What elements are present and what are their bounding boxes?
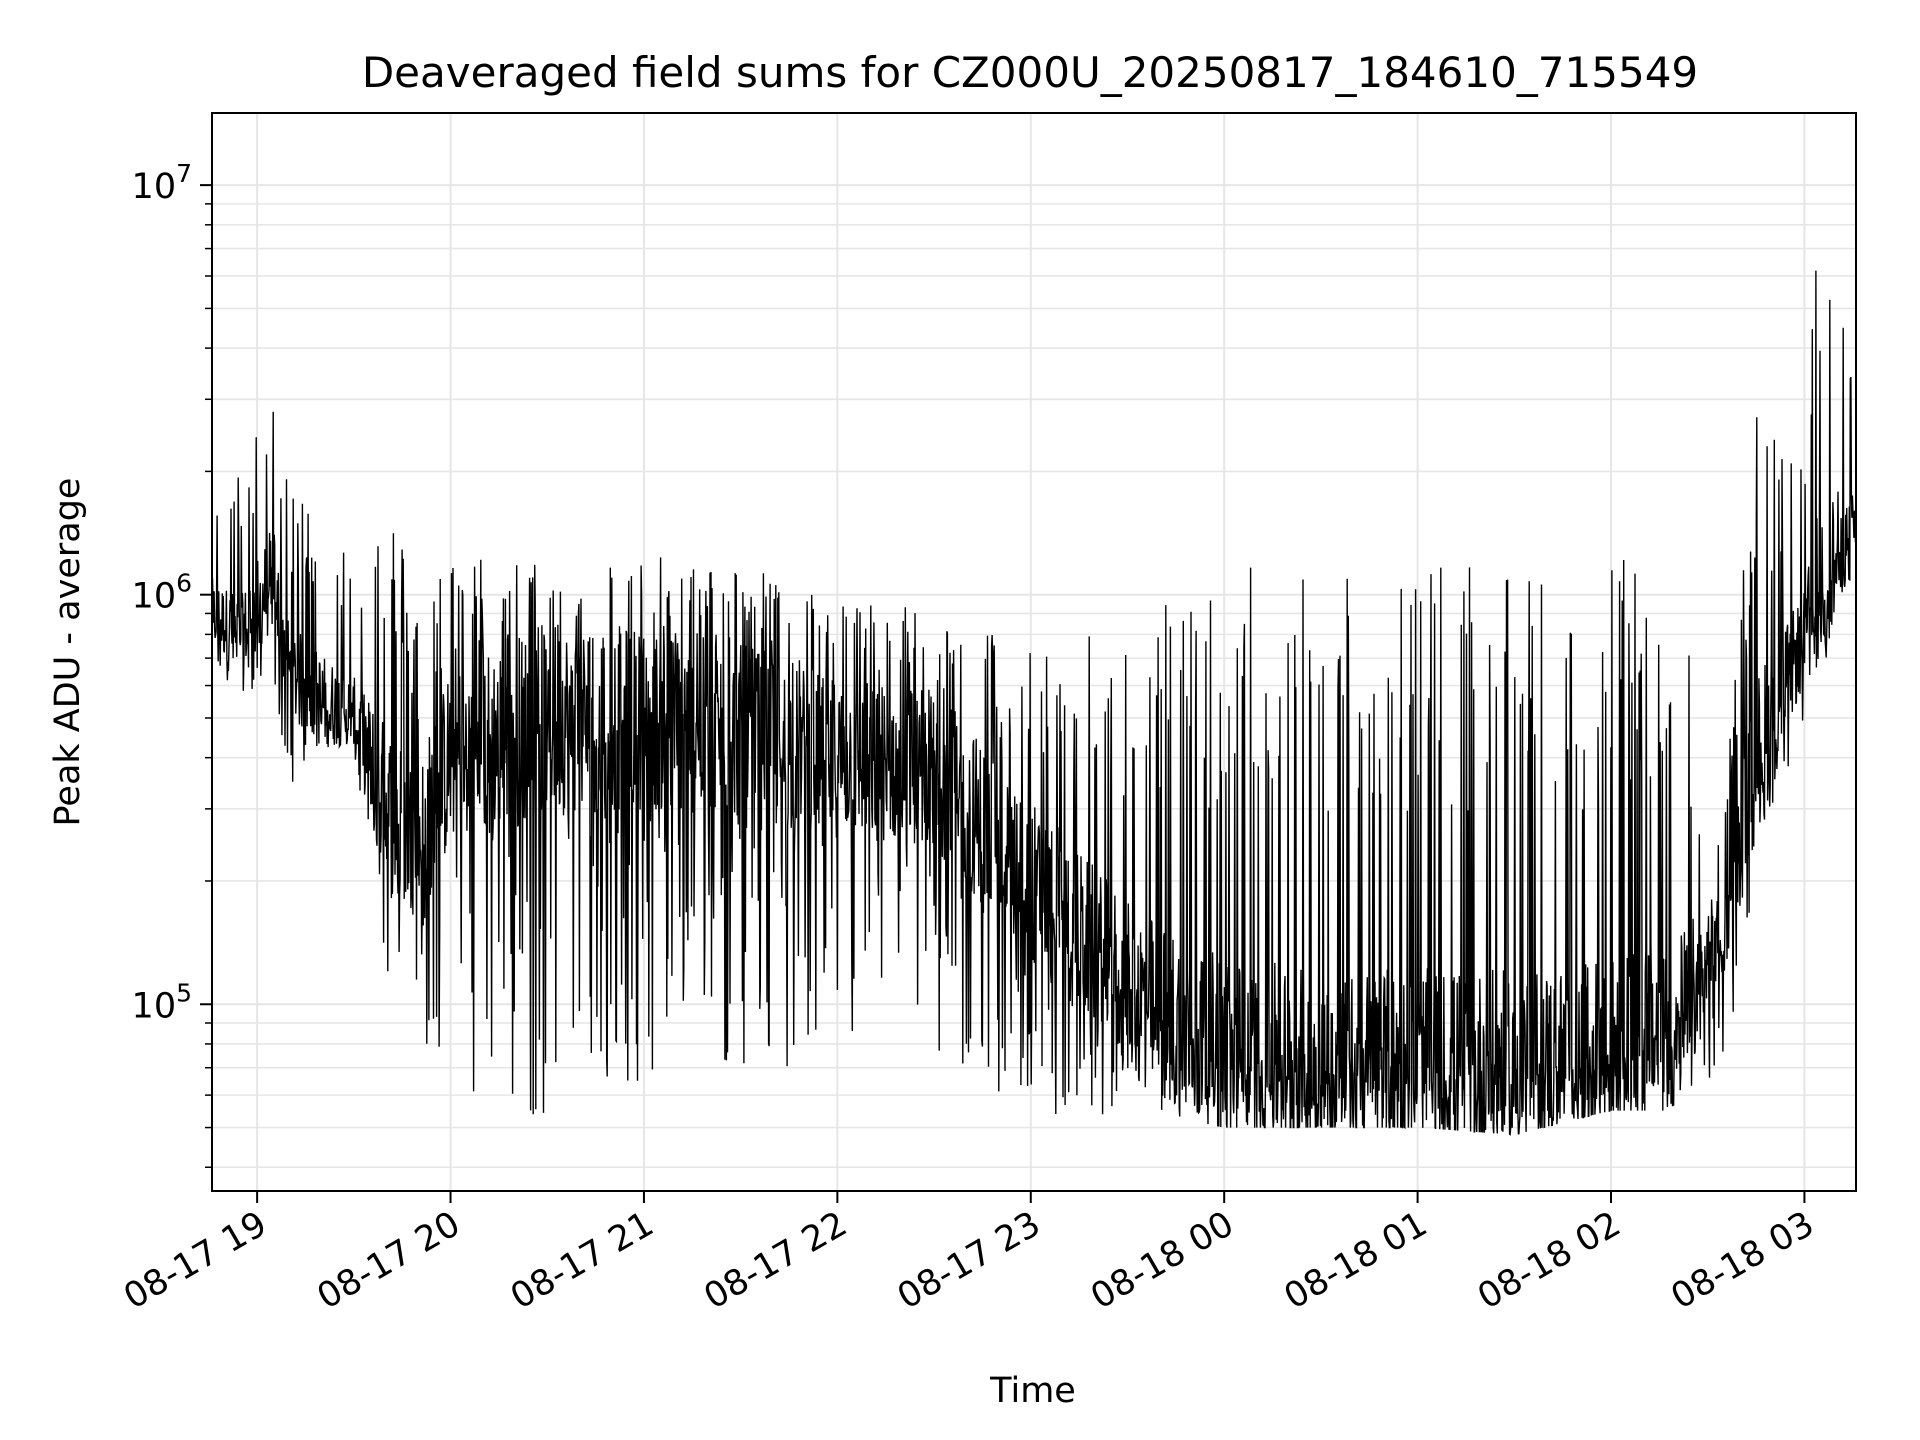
- y-tick-label: 106: [132, 569, 192, 617]
- plot-frame: [211, 112, 1857, 1192]
- x-tick-label: 08-17 19: [117, 1204, 273, 1317]
- chart-title: Deaveraged field sums for CZ000U_2025081…: [362, 48, 1698, 97]
- x-axis-label: Time: [989, 1371, 1076, 1411]
- series-line: [212, 270, 1856, 1136]
- x-tick-label: 08-18 02: [1471, 1204, 1627, 1317]
- x-tick-label: 08-18 01: [1278, 1204, 1434, 1317]
- x-axis-ticks: 08-17 19 08-17 20 08-17 21 08-17 22 08-17 23…: [117, 1191, 1821, 1317]
- y-axis-ticks: 105 106 107: [132, 159, 212, 1168]
- x-tick-label: 08-18 00: [1084, 1204, 1240, 1317]
- y-tick-label: 105: [132, 978, 192, 1026]
- x-tick-label: 08-17 22: [698, 1204, 854, 1317]
- x-tick-label: 08-18 03: [1665, 1204, 1821, 1317]
- x-tick-label: 08-17 20: [311, 1204, 467, 1317]
- y-tick-label: 107: [132, 159, 192, 207]
- x-tick-label: 08-17 23: [891, 1204, 1047, 1317]
- series-path: [212, 270, 1856, 1136]
- y-axis-label: Peak ADU - average: [48, 478, 88, 827]
- x-tick-label: 08-17 21: [504, 1204, 660, 1317]
